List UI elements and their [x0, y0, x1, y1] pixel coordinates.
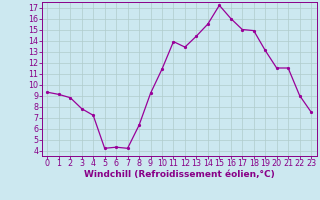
X-axis label: Windchill (Refroidissement éolien,°C): Windchill (Refroidissement éolien,°C)	[84, 170, 275, 179]
